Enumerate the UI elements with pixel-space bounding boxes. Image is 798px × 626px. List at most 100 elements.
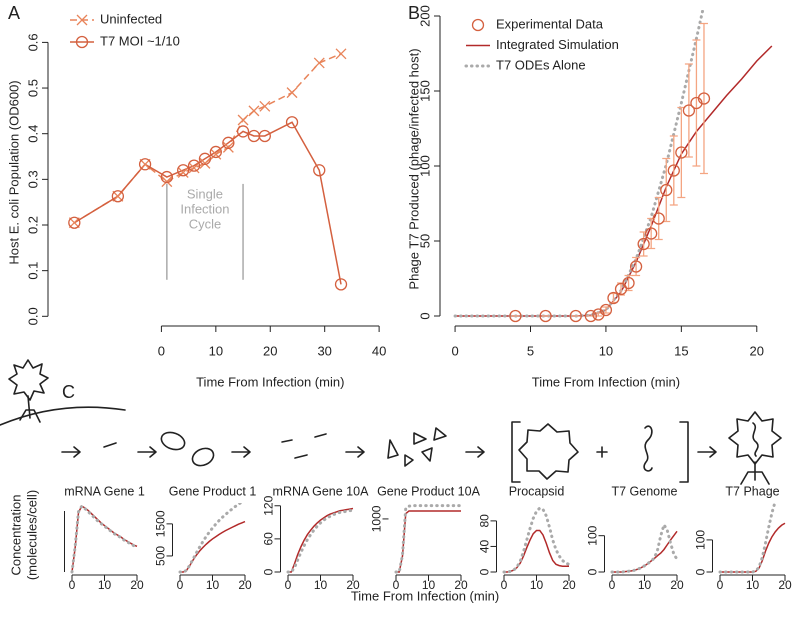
plus	[596, 446, 608, 458]
y-tick-label: 0	[478, 568, 492, 575]
chart-title: T7 Genome	[611, 484, 677, 498]
y-tick-label: 0.1	[25, 262, 40, 280]
x-tick-label: 0	[285, 578, 292, 592]
x-axis-title: Time From Infection (min)	[532, 374, 680, 389]
arrow	[137, 446, 157, 458]
point	[111, 190, 125, 203]
point	[222, 136, 235, 149]
chart: 0 10 20 0 100 T7 Phage	[694, 484, 792, 592]
y-tick-label: 0	[694, 568, 708, 575]
mrna	[103, 442, 117, 448]
legend-label: Integrated Simulation	[496, 37, 619, 52]
chart: 0 10 20 0 100 T7 Genome	[586, 484, 684, 592]
point	[138, 158, 152, 171]
phage-genome	[752, 422, 759, 457]
x-tick-label: 0	[158, 343, 165, 358]
point	[509, 309, 522, 323]
series-line	[288, 507, 354, 573]
series-line	[502, 506, 571, 574]
point	[209, 145, 222, 159]
error-bar	[684, 63, 693, 158]
series-line	[720, 522, 786, 573]
point	[199, 157, 211, 169]
plot-area	[718, 503, 786, 574]
y-tick-label: 500	[154, 546, 168, 566]
y-tick-label: 0.4	[25, 125, 40, 143]
y-tick-label: 120	[262, 495, 276, 515]
y-tick-label: 100	[586, 525, 600, 545]
y-tick-label: 200	[417, 5, 432, 27]
plot-area	[502, 506, 571, 574]
point	[569, 309, 582, 323]
plot-area	[73, 53, 342, 285]
diagram	[0, 359, 782, 485]
x-tick-label: 0	[609, 578, 616, 592]
point	[237, 114, 249, 126]
legend-marker	[471, 18, 485, 32]
point	[539, 309, 552, 323]
y-tick-label: 1000	[370, 505, 384, 532]
x-tick-label: 15	[674, 343, 688, 358]
error-bar	[692, 39, 701, 167]
y-tick-label: 0.6	[25, 33, 40, 51]
legend-label: T7 ODEs Alone	[496, 57, 586, 72]
x-tick-label: 0	[501, 578, 508, 592]
error-bar	[669, 135, 678, 206]
phage-tail	[740, 461, 770, 485]
phage-head	[8, 359, 49, 401]
x-tick-label: 20	[454, 578, 468, 592]
x-tick-label: 10	[209, 343, 223, 358]
point	[697, 92, 711, 105]
point	[335, 48, 347, 60]
point	[622, 276, 635, 290]
legend-label: T7 MOI ~1/10	[100, 33, 180, 48]
y-tick-label: 80	[478, 514, 492, 528]
plot-area	[178, 503, 246, 574]
point	[248, 105, 260, 117]
chart-title: Procapsid	[509, 484, 565, 498]
legend-marker	[76, 14, 88, 26]
y-tick-label: 0	[417, 312, 432, 319]
x-tick-label: 20	[670, 578, 684, 592]
x-tick-label: 0	[69, 578, 76, 592]
x-tick-label: 10	[206, 578, 220, 592]
x-tick-label: 10	[422, 578, 436, 592]
plot-area	[70, 503, 139, 574]
point	[177, 167, 189, 178]
y-axis-title: Concentration	[8, 495, 23, 576]
point	[652, 212, 665, 225]
point	[177, 164, 190, 177]
x-tick-label: 20	[130, 578, 144, 592]
series-line	[396, 510, 461, 573]
series-line	[610, 521, 679, 574]
point	[313, 57, 325, 69]
chart-title: mRNA Gene 1	[64, 484, 145, 498]
series-line	[70, 503, 139, 574]
point	[187, 159, 201, 172]
error-bar	[654, 196, 663, 241]
phage-head	[728, 411, 782, 465]
point	[614, 282, 628, 296]
x-tick-label: 10	[314, 578, 328, 592]
y-tick-label: 100	[417, 155, 432, 177]
point	[285, 116, 299, 129]
panel-label: C	[62, 382, 75, 402]
mrna	[281, 433, 327, 459]
x-tick-label: 0	[717, 578, 724, 592]
point	[675, 146, 688, 159]
x-tick-label: 10	[746, 578, 760, 592]
plot-area	[394, 504, 463, 574]
annotation-text: Cycle	[189, 216, 222, 231]
arrow	[61, 446, 81, 458]
x-tick-label: 10	[599, 343, 613, 358]
protein	[160, 431, 186, 451]
annotation-text: Single	[187, 186, 223, 201]
x-axis-title: Time From Infection (min)	[351, 588, 499, 603]
y-tick-label: 60	[262, 532, 276, 546]
genome	[643, 425, 653, 472]
legend-marker	[75, 35, 89, 49]
x-tick-label: 10	[98, 578, 112, 592]
y-tick-label: 0	[586, 568, 600, 575]
